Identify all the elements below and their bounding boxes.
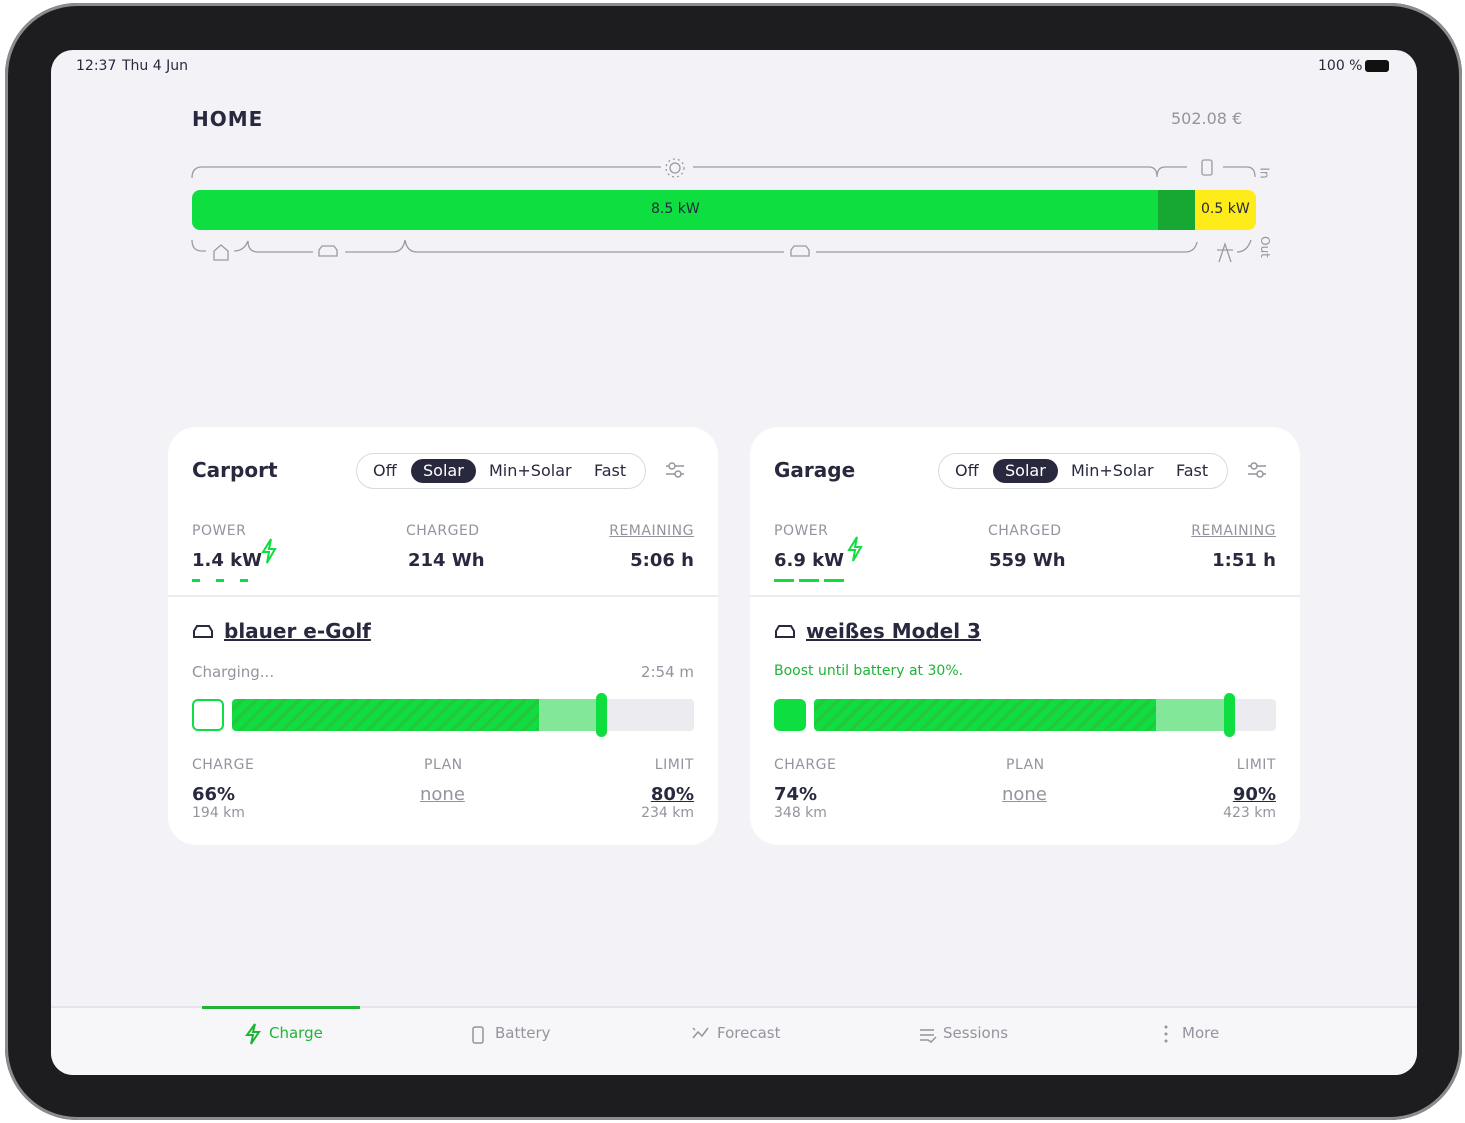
settings-icon[interactable] — [1246, 460, 1268, 480]
loadpoint-title: Garage — [774, 458, 856, 482]
soc-fill — [814, 699, 1156, 731]
loadpoint-title: Carport — [192, 458, 278, 482]
charged-value: 559 Wh — [989, 550, 1066, 571]
power-value: 6.9 kW — [774, 550, 844, 571]
grid-bar — [1195, 190, 1256, 230]
mode-button[interactable]: Fast — [1176, 461, 1209, 480]
soc-fill — [232, 699, 539, 731]
divider — [168, 595, 718, 597]
power-label: POWER — [774, 523, 829, 539]
vehicle-icon — [193, 625, 213, 638]
mode-button[interactable]: Off — [373, 461, 397, 480]
production-value: 8.5 kW — [651, 201, 700, 217]
tab[interactable]: More — [1182, 1024, 1220, 1042]
limit-label: LIMIT — [654, 757, 694, 773]
charged-label: CHARGED — [988, 523, 1062, 539]
mode-button[interactable]: Off — [955, 461, 979, 480]
grid-value: 0.5 kW — [1201, 201, 1250, 217]
vehicle-name[interactable]: weißes Model 3 — [806, 619, 981, 643]
plan-label: PLAN — [424, 757, 463, 773]
power-indicator — [192, 579, 260, 582]
tab[interactable]: Battery — [495, 1024, 551, 1042]
plan-label: PLAN — [1006, 757, 1045, 773]
flow-decoration — [191, 158, 1256, 263]
power-label: POWER — [192, 523, 247, 539]
charge-range: 348 km — [774, 805, 827, 821]
charging-icon — [261, 538, 277, 564]
mode-button[interactable]: Solar — [411, 459, 476, 483]
loadpoint-card: Garage Off Solar Min+Solar Fast POWER 6.… — [750, 427, 1300, 845]
charged-label: CHARGED — [406, 523, 480, 539]
plan-value[interactable]: none — [420, 784, 465, 805]
limit-value[interactable]: 90% — [1232, 784, 1276, 805]
limit-range: 423 km — [1223, 805, 1276, 821]
limit-label: LIMIT — [1236, 757, 1276, 773]
page-title: HOME — [192, 107, 264, 131]
charge-label: CHARGE — [192, 757, 255, 773]
tab[interactable]: Charge — [269, 1024, 323, 1042]
vehicle-icon — [775, 625, 795, 638]
production-bar — [192, 190, 1158, 230]
mode-button[interactable]: Min+Solar — [489, 461, 572, 480]
mode-selector: Off Solar Min+Solar Fast — [356, 453, 646, 489]
battery-bar — [1158, 190, 1195, 230]
charged-value: 214 Wh — [408, 550, 485, 571]
limit-range: 234 km — [641, 805, 694, 821]
limit-value[interactable]: 80% — [650, 784, 694, 805]
tab[interactable]: Sessions — [943, 1024, 1009, 1042]
remaining-value: 1:51 h — [1212, 550, 1276, 571]
tab-icons — [245, 1023, 1168, 1045]
charging-icon — [847, 536, 863, 562]
battery-box — [192, 699, 224, 731]
charge-range: 194 km — [192, 805, 245, 821]
loadpoint-card: Carport Off Solar Min+Solar Fast POWER 1… — [168, 427, 718, 845]
charge-value: 66% — [192, 784, 236, 805]
limit-handle[interactable] — [1224, 693, 1235, 737]
plan-time: 2:54 m — [640, 663, 694, 681]
remaining-value: 5:06 h — [630, 550, 694, 571]
tab-bar — [51, 1006, 1417, 1075]
mode-button[interactable]: Fast — [594, 461, 627, 480]
screen: 12:37 Thu 4 Jun 100 % HOME 502.08 € 8.5 … — [51, 50, 1417, 1075]
status-date: Thu 4 Jun — [122, 58, 188, 74]
mode-selector: Off Solar Min+Solar Fast — [938, 453, 1228, 489]
soc-remaining — [539, 699, 598, 731]
remaining-label[interactable]: REMAINING — [609, 523, 694, 539]
mode-button[interactable]: Min+Solar — [1071, 461, 1154, 480]
power-value: 1.4 kW — [192, 550, 262, 571]
remaining-label[interactable]: REMAINING — [1191, 523, 1276, 539]
battery-icon — [1365, 60, 1389, 72]
settings-icon[interactable] — [664, 460, 686, 480]
plan-value[interactable]: none — [1002, 784, 1047, 805]
soc-remaining — [1156, 699, 1225, 731]
tab[interactable]: Forecast — [717, 1024, 781, 1042]
active-tab-indicator — [202, 1006, 360, 1009]
in-label: In — [1257, 167, 1272, 179]
vehicle-status: Boost until battery at 30%. — [774, 663, 964, 679]
out-label: Out — [1257, 236, 1272, 258]
charge-value: 74% — [774, 784, 818, 805]
divider — [750, 595, 1300, 597]
savings[interactable]: 502.08 € — [1171, 109, 1243, 128]
status-time: 12:37 — [76, 58, 117, 74]
vehicle-name[interactable]: blauer e-Golf — [224, 619, 371, 643]
vehicle-status: Charging... — [192, 663, 275, 681]
power-indicator — [774, 579, 844, 582]
status-battery: 100 % — [1318, 58, 1363, 74]
charge-label: CHARGE — [774, 757, 837, 773]
mode-button[interactable]: Solar — [993, 459, 1058, 483]
limit-handle[interactable] — [596, 693, 607, 737]
battery-box — [774, 699, 806, 731]
